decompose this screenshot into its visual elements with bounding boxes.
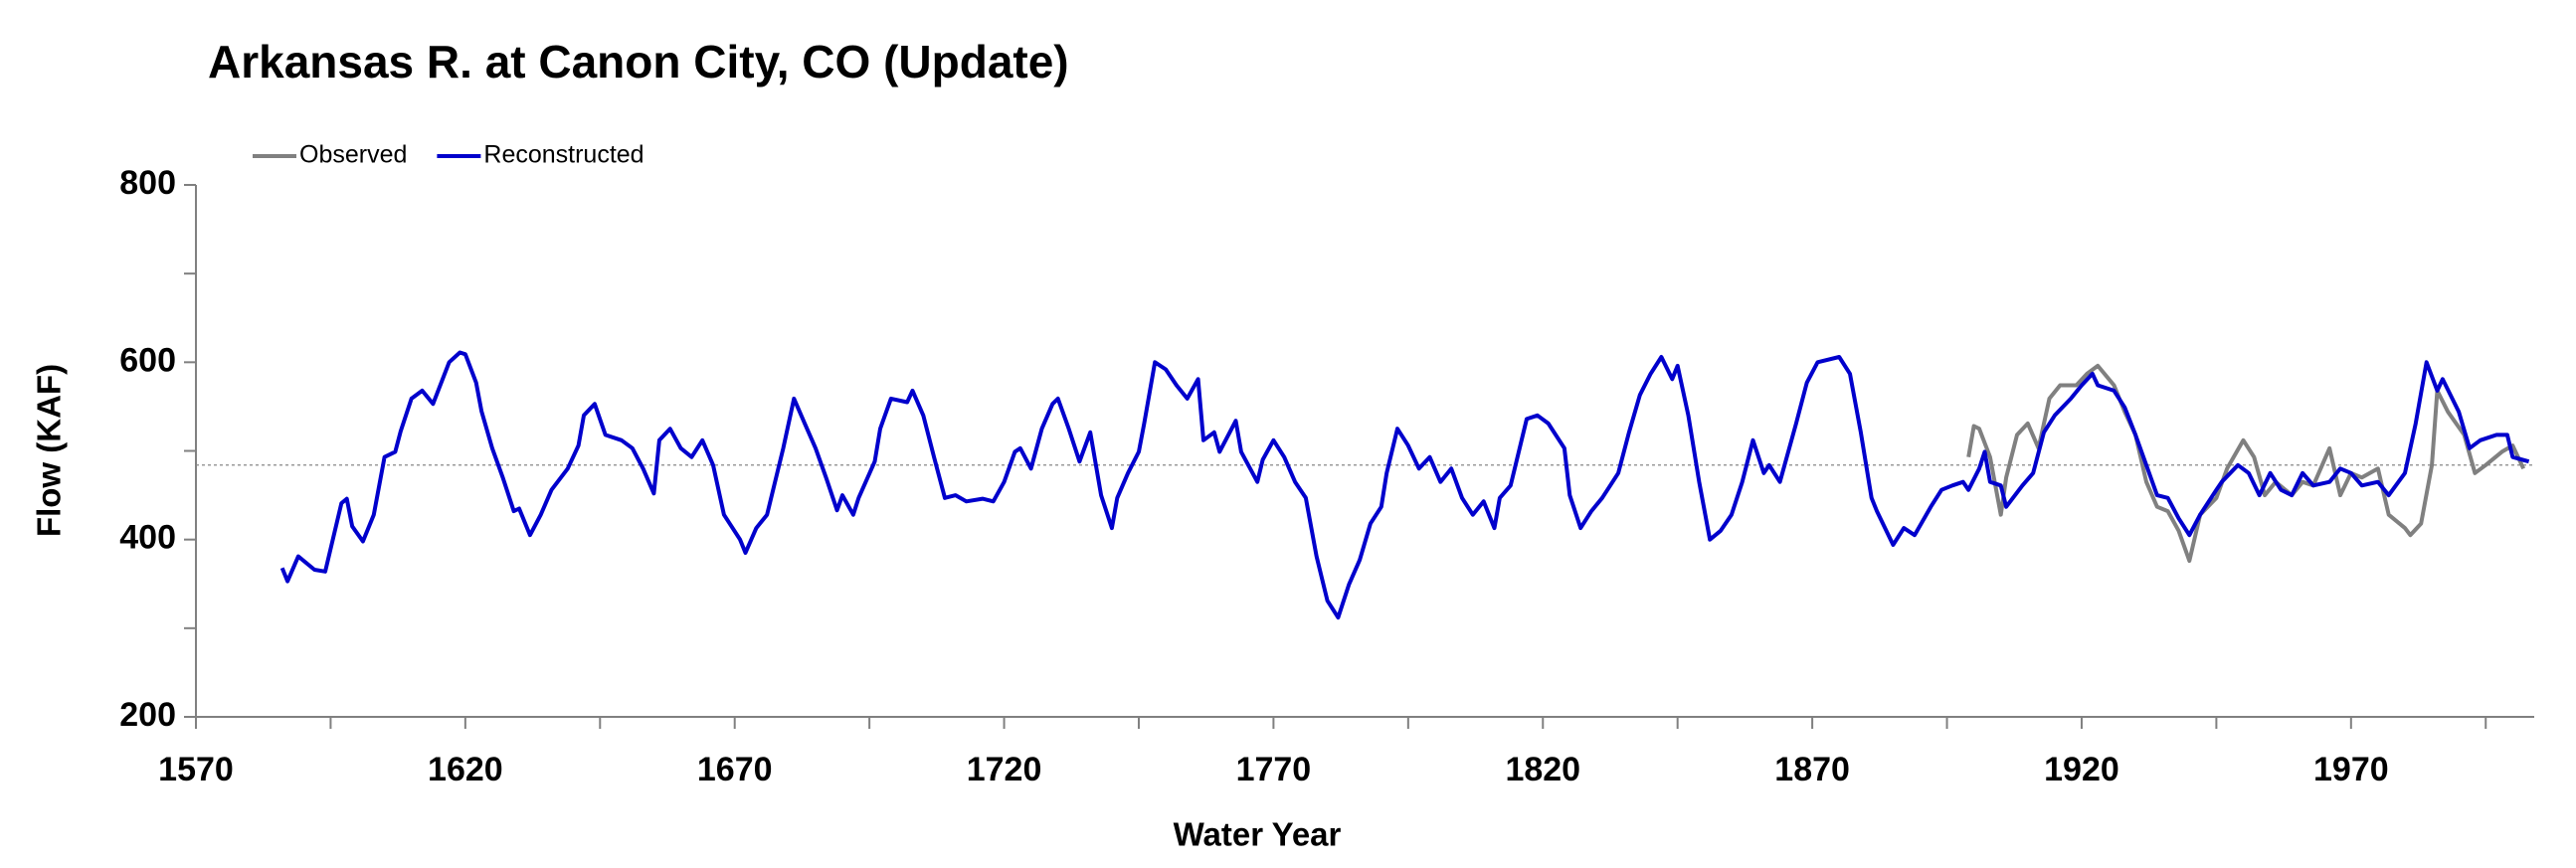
x-tick-label: 1820: [1505, 751, 1580, 788]
x-axis-label: Water Year: [1174, 816, 1342, 853]
legend-label: Observed: [299, 141, 407, 169]
x-tick-label: 1620: [428, 751, 503, 788]
x-tick-label: 1670: [697, 751, 773, 788]
y-tick-label: 800: [119, 164, 176, 202]
chart-title: Arkansas R. at Canon City, CO (Update): [208, 36, 1069, 87]
x-tick-label: 1970: [2313, 751, 2389, 788]
x-tick-label: 1770: [1236, 751, 1312, 788]
x-tick-label: 1720: [967, 751, 1042, 788]
y-tick-label: 200: [119, 696, 176, 734]
x-tick-label: 1870: [1774, 751, 1850, 788]
series-line: [279, 350, 2530, 620]
x-tick-label: 1920: [2044, 751, 2119, 788]
series-line: [1966, 363, 2526, 564]
y-tick-label: 400: [119, 519, 176, 557]
y-axis-label: Flow (KAF): [31, 364, 68, 537]
x-tick-label: 1570: [158, 751, 234, 788]
legend-label: Reconstructed: [483, 141, 644, 169]
y-tick-label: 600: [119, 341, 176, 379]
